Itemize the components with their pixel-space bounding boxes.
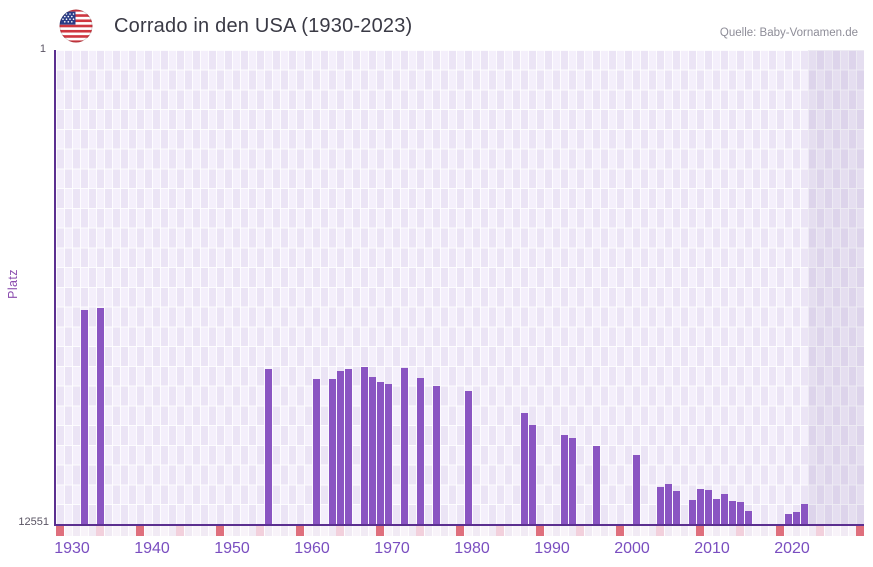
bar-2009[interactable] — [704, 489, 712, 524]
y-axis-line — [54, 50, 56, 526]
bar-2004[interactable] — [664, 483, 672, 524]
bar-1933[interactable] — [96, 307, 104, 524]
bar-2020[interactable] — [792, 511, 800, 524]
timeline-marker-2028 — [856, 526, 864, 536]
timeline-marker-1968 — [376, 526, 384, 536]
bar-1964[interactable] — [344, 369, 352, 524]
source-credit: Quelle: Baby-Vornamen.de — [719, 27, 858, 39]
x-tick-1940: 1940 — [134, 540, 170, 557]
timeline-marker-1978 — [456, 526, 464, 536]
timeline-marker-2003 — [656, 526, 664, 536]
y-tick-top: 1 — [39, 43, 46, 55]
timeline-marker-1983 — [496, 526, 504, 536]
bar-1966[interactable] — [360, 367, 368, 524]
x-tick-2000: 2000 — [614, 540, 650, 557]
timeline-marker-1973 — [416, 526, 424, 536]
bar-1991[interactable] — [560, 435, 568, 524]
bar-1986[interactable] — [520, 413, 528, 524]
x-tick-1930: 1930 — [54, 540, 90, 557]
timeline-marker-1928 — [56, 526, 64, 536]
bar-2019[interactable] — [784, 514, 792, 524]
bar-1973[interactable] — [416, 378, 424, 524]
timeline-marker-1938 — [136, 526, 144, 536]
timeline-marker-2018 — [776, 526, 784, 536]
bar-1969[interactable] — [384, 384, 392, 524]
bar-1963[interactable] — [336, 371, 344, 524]
bar-1975[interactable] — [432, 385, 440, 524]
bar-2010[interactable] — [712, 499, 720, 524]
x-tick-1980: 1980 — [454, 540, 490, 557]
bar-2011[interactable] — [720, 493, 728, 524]
timeline-marker-2013 — [736, 526, 744, 536]
bar-1968[interactable] — [376, 382, 384, 524]
timeline-marker-1953 — [256, 526, 264, 536]
timeline-marker-1933 — [96, 526, 104, 536]
x-tick-1960: 1960 — [294, 540, 330, 557]
bar-2005[interactable] — [672, 491, 680, 524]
bar-2014[interactable] — [744, 510, 752, 524]
timeline-marker-1958 — [296, 526, 304, 536]
bar-2008[interactable] — [696, 488, 704, 524]
x-axis-line — [54, 524, 864, 526]
timeline-strip — [56, 526, 864, 536]
bar-2007[interactable] — [688, 499, 696, 524]
timeline-marker-1998 — [616, 526, 624, 536]
timeline-marker-1948 — [216, 526, 224, 536]
timeline-marker-2023 — [816, 526, 824, 536]
x-tick-1970: 1970 — [374, 540, 410, 557]
bar-1931[interactable] — [80, 310, 88, 524]
x-tick-2010: 2010 — [694, 540, 730, 557]
bar-2021[interactable] — [800, 504, 808, 524]
chart-title: Corrado in den USA (1930-2023) — [114, 15, 413, 37]
timeline-marker-1988 — [536, 526, 544, 536]
timeline-marker-2008 — [696, 526, 704, 536]
y-tick-bottom: 12551 — [18, 516, 49, 528]
bar-2012[interactable] — [728, 500, 736, 524]
bar-1995[interactable] — [592, 446, 600, 524]
x-tick-1990: 1990 — [534, 540, 570, 557]
bar-1987[interactable] — [528, 425, 536, 524]
no-data-region — [808, 50, 864, 524]
bar-1992[interactable] — [568, 438, 576, 524]
x-tick-2020: 2020 — [774, 540, 810, 557]
bar-1967[interactable] — [368, 377, 376, 524]
timeline-marker-1943 — [176, 526, 184, 536]
bar-1971[interactable] — [400, 367, 408, 524]
bar-1962[interactable] — [328, 379, 336, 524]
y-axis-label: Platz — [6, 269, 20, 299]
timeline-marker-1963 — [336, 526, 344, 536]
bar-1960[interactable] — [312, 378, 320, 524]
bar-2013[interactable] — [736, 502, 744, 524]
bar-1954[interactable] — [264, 369, 272, 524]
bar-1979[interactable] — [464, 390, 472, 524]
plot-area — [56, 50, 864, 524]
bar-2000[interactable] — [632, 455, 640, 524]
bar-2003[interactable] — [656, 486, 664, 524]
timeline-marker-1993 — [576, 526, 584, 536]
us-flag-icon — [59, 9, 93, 43]
x-tick-1950: 1950 — [214, 540, 250, 557]
